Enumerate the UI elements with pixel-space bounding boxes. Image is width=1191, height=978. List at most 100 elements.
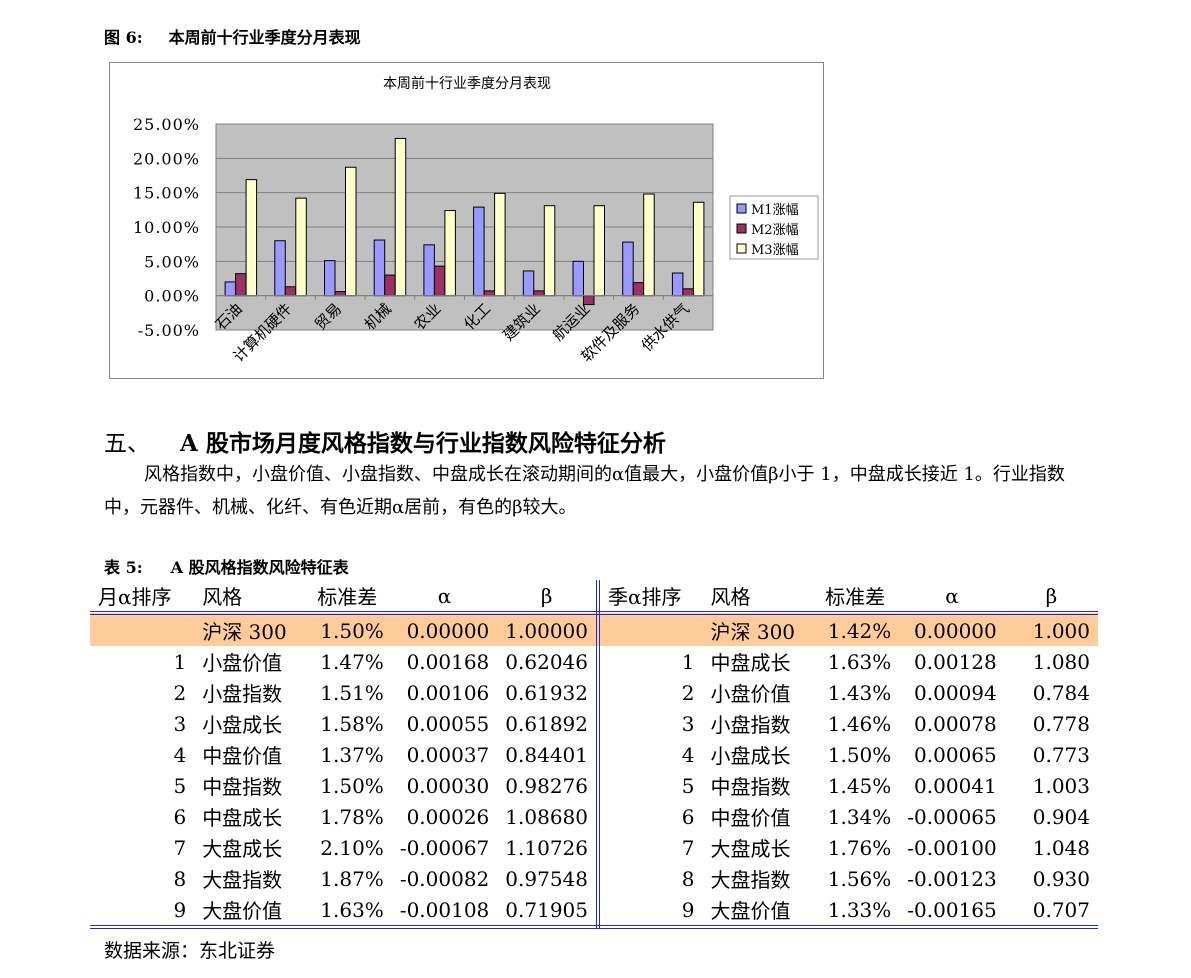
- table-cell: 1.10726: [497, 832, 600, 863]
- legend-swatch: [736, 223, 747, 234]
- y-tick-label: 0.00%: [144, 287, 200, 306]
- bar-2: [284, 286, 297, 297]
- table-cell: 小盘价值: [710, 682, 791, 706]
- bar-1: [324, 260, 336, 297]
- table-cell: 1.45%: [827, 773, 892, 798]
- table-row: 7 大盘成长 2.10% -0.00067 1.10726 7 大盘成长 1.76% -0.00…: [90, 832, 1098, 863]
- table-cell: 1.50%: [827, 742, 892, 767]
- bar-1: [522, 270, 535, 297]
- table-cell: 7: [173, 835, 187, 860]
- bar-1: [473, 206, 485, 297]
- bar-1: [274, 240, 286, 297]
- table-cell: 小盘成长: [202, 713, 283, 737]
- bar-1: [622, 241, 634, 297]
- figure-caption: 图 6: 本周前十行业季度分月表现: [104, 24, 387, 48]
- table-cell: 中盘成长: [710, 651, 791, 675]
- table-cell: 中盘价值: [202, 744, 283, 768]
- table-cell: 1.048: [1032, 835, 1090, 860]
- y-tick-label: 15.00%: [133, 184, 200, 203]
- table-header-row: 月α排序 风格 标准差 α β 季α排序 风格 标准差 α β: [90, 580, 1098, 615]
- table-cell: 中盘指数: [202, 775, 283, 799]
- table-cell: 0.00094: [914, 680, 997, 705]
- table-cell: 1.47%: [320, 649, 384, 674]
- table-cell: 0.00106: [406, 680, 490, 705]
- table-title: A 股风格指数风险特征表: [170, 558, 349, 577]
- table-cell: 沪深 300: [702, 613, 811, 646]
- y-tick-label: 5.00%: [144, 252, 200, 271]
- table-cell: 8: [173, 866, 187, 891]
- bar-3: [494, 192, 506, 297]
- y-tick-label: -5.00%: [138, 321, 200, 340]
- table-cell: 0.00030: [406, 773, 490, 798]
- bar-2: [334, 291, 346, 297]
- table-cell: 0.00041: [914, 773, 997, 798]
- table-cell: 6: [681, 804, 695, 829]
- table-cell: 小盘价值: [202, 651, 283, 675]
- table-cell: 1.34%: [827, 804, 892, 829]
- column-header: α: [899, 580, 1005, 615]
- table-cell: 5: [681, 773, 695, 798]
- table-cell: 大盘价值: [702, 894, 811, 929]
- figure-title: 本周前十行业季度分月表现: [168, 28, 361, 47]
- table-cell: -0.00108: [391, 894, 498, 929]
- table-row: 3 小盘成长 1.58% 0.00055 0.61892 3 小盘指数 1.46% 0.0007…: [90, 708, 1098, 739]
- table-cell: -0.00165: [899, 894, 1005, 929]
- table-cell: 2: [173, 680, 187, 705]
- table-row: 5 中盘指数 1.50% 0.00030 0.98276 5 中盘指数 1.45% 0.0004…: [90, 770, 1098, 801]
- chart-title: 本周前十行业季度分月表现: [383, 75, 551, 92]
- table-cell: 4: [173, 742, 187, 767]
- table-cell: 5: [173, 773, 187, 798]
- bar-2: [433, 265, 446, 297]
- section-heading: 五、 A 股市场月度风格指数与行业指数风险特征分析: [104, 424, 666, 458]
- table-cell: -0.00082: [399, 866, 490, 891]
- table-cell: 大盘指数: [710, 868, 791, 892]
- table-cell: 大盘价值: [194, 894, 303, 929]
- table-cell: 1: [681, 649, 695, 674]
- table-row: 2 小盘指数 1.51% 0.00106 0.61932 2 小盘价值 1.43% 0.0009…: [90, 677, 1098, 708]
- table-cell: 大盘指数: [202, 868, 283, 892]
- column-header: 风格: [194, 580, 303, 615]
- bar-3: [593, 205, 605, 297]
- legend-swatch: [736, 203, 747, 214]
- table-row: 8 大盘指数 1.87% -0.00082 0.97548 8 大盘指数 1.56% -0.00…: [90, 863, 1098, 894]
- table-cell: 1.080: [1032, 649, 1090, 674]
- table-cell: 1.76%: [827, 835, 892, 860]
- table-cell: 1.50%: [302, 613, 392, 646]
- legend-label: M3涨幅: [751, 243, 799, 258]
- table-cell: 1.51%: [320, 680, 384, 705]
- column-header: 风格: [702, 580, 811, 615]
- table-cell: 1.00000: [497, 613, 600, 646]
- table-cell: 6: [173, 804, 187, 829]
- table-cell: 0.784: [1032, 680, 1090, 705]
- bar-2: [682, 288, 694, 297]
- table-cell: 1.33%: [810, 894, 900, 929]
- table-cell: 1.56%: [827, 866, 892, 891]
- table-cell: 0.778: [1032, 711, 1090, 736]
- table-cell: 1.87%: [320, 866, 384, 891]
- chart-frame: 本周前十行业季度分月表现 25.00% 20.00% 15.00% 10.00% 5.00…: [109, 62, 824, 379]
- table-row: 沪深 300 1.50% 0.00000 1.00000 沪深 300 1.42% 0.00…: [90, 613, 1098, 646]
- table-cell: 0.707: [1004, 894, 1098, 929]
- table-label: 表 5:: [104, 558, 143, 577]
- table-cell: 1.50%: [320, 773, 384, 798]
- table-cell: 0.62046: [497, 646, 600, 677]
- table-cell: 1.63%: [827, 649, 892, 674]
- table-cell: 大盘成长: [202, 837, 283, 861]
- bar-2: [384, 274, 396, 297]
- table-cell: 0.930: [1032, 866, 1090, 891]
- table-cell: 1.43%: [827, 680, 892, 705]
- table-row: 6 中盘成长 1.78% 0.00026 1.08680 6 中盘价值 1.34% -0.000…: [90, 801, 1098, 832]
- bar-1: [224, 281, 237, 297]
- table-cell: 1.78%: [320, 804, 384, 829]
- section-title: A 股市场月度风格指数与行业指数风险特征分析: [180, 430, 666, 457]
- style-risk-table: 月α排序 风格 标准差 α β 季α排序 风格 标准差 α β 沪深 300 1.50% 0.0000…: [90, 580, 1098, 929]
- table-row: 9 大盘价值 1.63% -0.00108 0.71905 9 大盘价值 1.33% -0.00…: [90, 894, 1098, 929]
- bar-1: [373, 239, 386, 297]
- table-cell: 1.63%: [302, 894, 392, 929]
- column-header: α: [391, 580, 498, 615]
- table-cell: [90, 613, 195, 646]
- bar-3: [345, 166, 357, 297]
- bar-3: [543, 205, 556, 297]
- bar-3: [295, 197, 307, 297]
- bar-2: [483, 290, 496, 297]
